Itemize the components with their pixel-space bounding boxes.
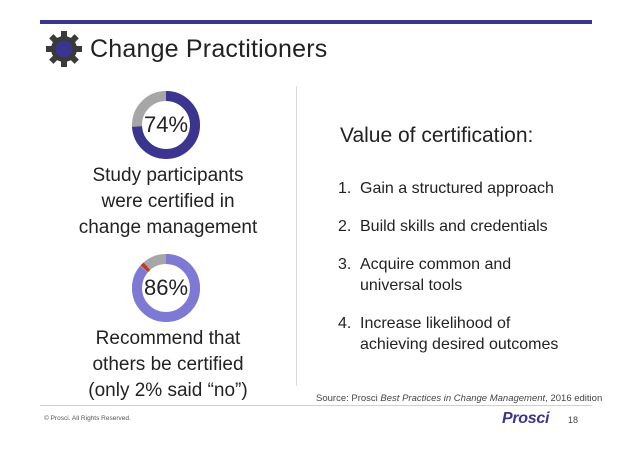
donut-arc-recommend (132, 254, 200, 322)
list-item-text: Increase likelihood of achieving desired… (360, 313, 558, 355)
list-item-number: 3. (338, 256, 352, 273)
stat-line: others be certified (92, 354, 244, 375)
list-item-number: 2. (338, 218, 352, 235)
source-citation: Source: Prosci Best Practices in Change … (316, 393, 602, 404)
gear-icon (46, 31, 82, 67)
slide-header: Change Practitioners (44, 30, 327, 68)
donut-chart-certified: 74% (131, 90, 201, 160)
list-item-line: Increase likelihood of (360, 315, 511, 332)
donut-chart-recommend: 86% (131, 253, 201, 323)
footer-rule (40, 405, 592, 406)
page-number: 18 (568, 415, 579, 425)
stat-description: Study participants were certified in cha… (60, 163, 276, 241)
list-item-line: Acquire common and (360, 256, 512, 273)
stat-description: Recommend that others be certified (only… (60, 326, 276, 404)
list-item-text: Acquire common and universal tools (360, 254, 511, 296)
list-item: 4. Increase likelihood of achieving desi… (338, 313, 588, 355)
column-divider (296, 86, 297, 386)
list-item: 2. Build skills and credentials (338, 216, 588, 237)
list-item-text: Gain a structured approach (360, 178, 554, 199)
list-item-number: 4. (338, 315, 352, 332)
donut-percent-label: 74% (143, 112, 189, 137)
value-heading: Value of certification: (340, 124, 534, 147)
top-rule (40, 20, 592, 24)
list-item-line: Build skills and credentials (360, 218, 548, 235)
source-prefix: Source: Prosci (316, 393, 381, 404)
stat-line: were certified in (101, 191, 235, 212)
list-item-line: universal tools (360, 277, 463, 294)
donut-percent-label: 86% (143, 275, 189, 300)
list-item-text: Build skills and credentials (360, 216, 548, 237)
donut-arc-certified (132, 91, 200, 159)
value-list: 1. Gain a structured approach 2. Build s… (338, 178, 588, 372)
list-item-number: 1. (338, 180, 352, 197)
slide-title: Change Practitioners (90, 34, 328, 63)
copyright-text: © Prosci. All Rights Reserved. (44, 415, 131, 422)
stat-line: change management (78, 217, 258, 238)
donut-arc-no (132, 254, 200, 322)
list-item-line: achieving desired outcomes (360, 336, 559, 353)
list-item: 1. Gain a structured approach (338, 178, 588, 199)
stat-line: Recommend that (95, 328, 241, 349)
list-item: 3. Acquire common and universal tools (338, 254, 588, 296)
source-title: Best Practices in Change Management (380, 393, 546, 404)
source-suffix: , 2016 edition (545, 393, 603, 404)
prosci-logo: Prosci (502, 410, 550, 427)
stat-line: Study participants (92, 165, 244, 186)
list-item-line: Gain a structured approach (360, 180, 554, 197)
stat-line: (only 2% said “no”) (88, 380, 248, 401)
